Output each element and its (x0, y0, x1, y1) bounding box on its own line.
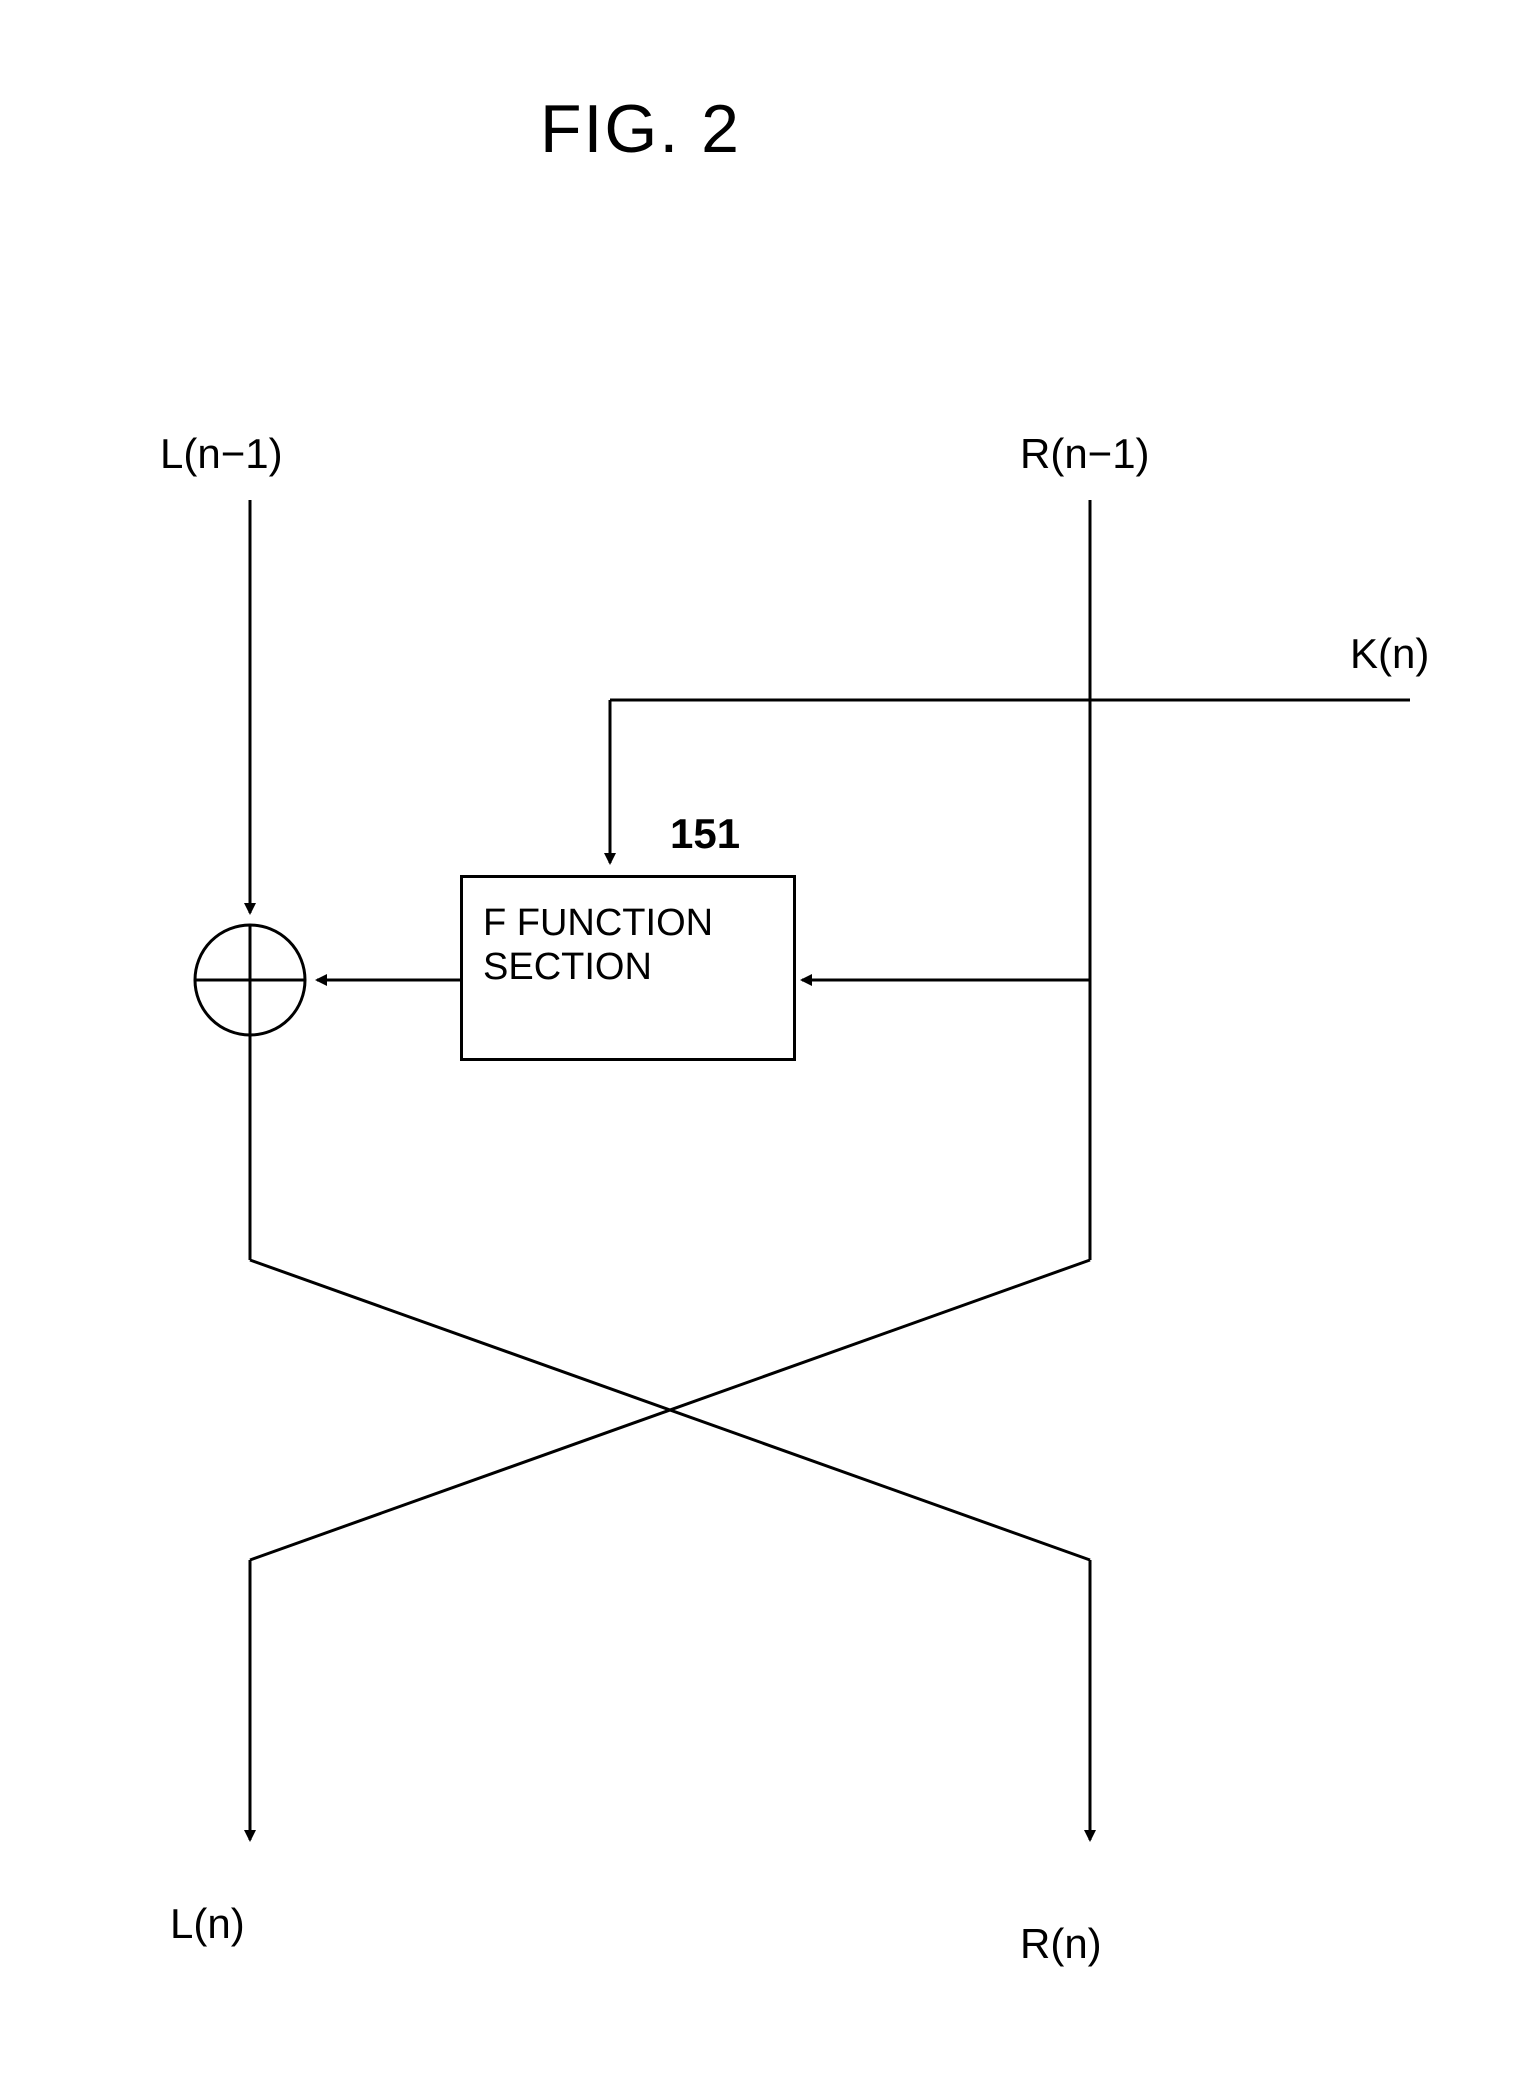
label-box-number: 151 (670, 810, 740, 858)
f-function-box: F FUNCTION SECTION (460, 875, 796, 1061)
figure-title: FIG. 2 (540, 90, 741, 168)
label-r-output: R(n) (1020, 1920, 1102, 1968)
f-box-line2: SECTION (483, 946, 793, 990)
f-function-box-text: F FUNCTION SECTION (463, 878, 793, 989)
label-l-output: L(n) (170, 1900, 245, 1948)
diagram-canvas: FIG. 2 L(n−1) R(n−1) K(n) 151 F FUNCTION… (0, 0, 1522, 2074)
xor-icon (195, 925, 305, 1035)
label-key-input: K(n) (1350, 630, 1429, 678)
label-l-input: L(n−1) (160, 430, 283, 478)
label-r-input: R(n−1) (1020, 430, 1150, 478)
f-box-line1: F FUNCTION (483, 902, 793, 946)
